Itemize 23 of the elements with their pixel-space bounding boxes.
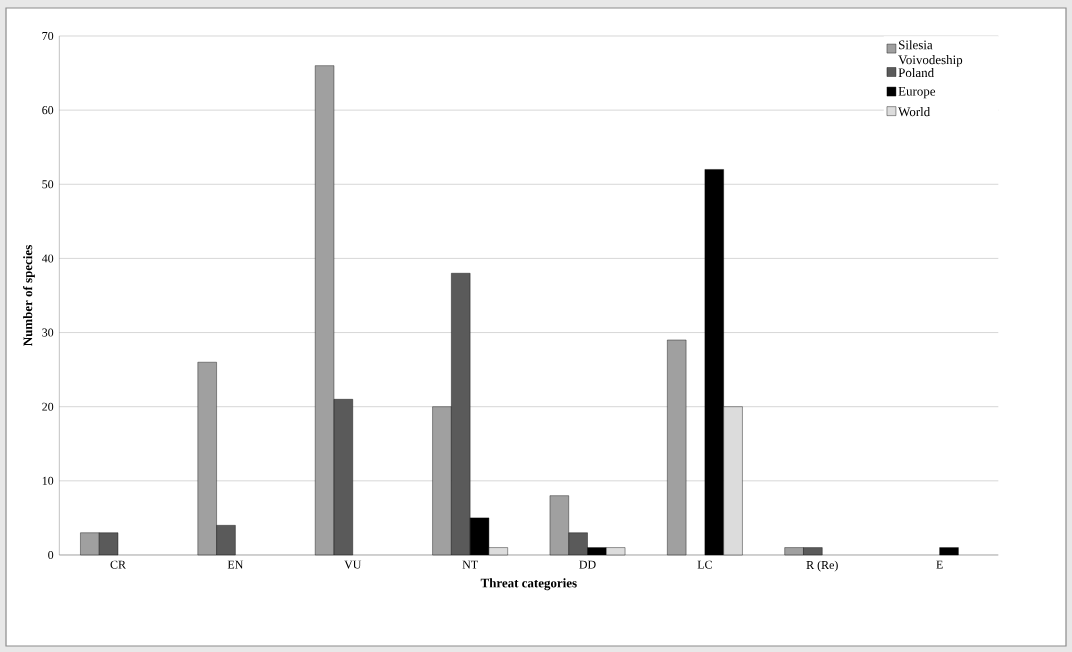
x-axis-title: Threat categories [480, 578, 577, 591]
y-tick-label: 30 [42, 328, 54, 337]
y-tick-label: 60 [42, 106, 54, 115]
x-tick-label: CR [110, 560, 126, 569]
legend-label: Silesia Voivodeship [898, 40, 963, 67]
x-tick-label: R (Re) [806, 560, 838, 572]
x-tick-label: DD [579, 560, 596, 569]
y-tick-label: 0 [48, 550, 54, 560]
legend-label: World [898, 107, 931, 117]
legend-label: Europe [898, 87, 936, 99]
x-tick-label: NT [462, 560, 478, 569]
x-tick-label: EN [227, 560, 244, 569]
y-tick-label: 50 [42, 180, 54, 189]
bar [939, 547, 959, 556]
y-tick-label: 10 [42, 476, 54, 485]
y-tick-label: 40 [41, 254, 54, 263]
y-axis-title: Number of species [23, 245, 35, 346]
x-tick-label: E [936, 560, 943, 569]
x-tick-label: LC [697, 560, 712, 569]
y-tick-label: 20 [42, 402, 54, 411]
y-tick-label: 70 [42, 31, 54, 41]
legend-label: Poland [898, 67, 934, 78]
x-tick-label: VU [344, 560, 362, 569]
